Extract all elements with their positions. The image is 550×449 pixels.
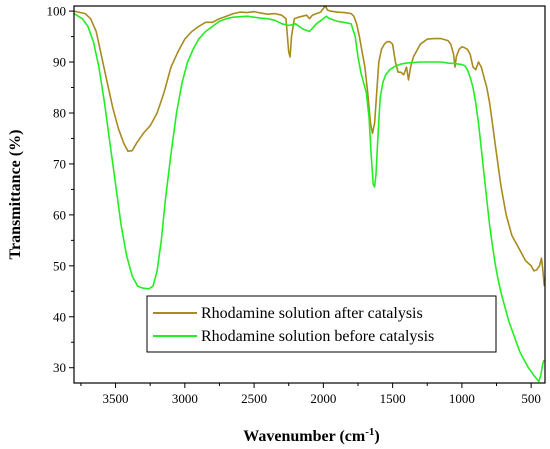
legend-label-after-catalysis: Rhodamine solution after catalysis [201, 305, 423, 322]
y-axis: 30 40 50 60 70 80 90 100 [47, 4, 74, 375]
x-tick-label: 1500 [380, 391, 406, 406]
x-tick-label: 1000 [449, 391, 475, 406]
y-tick-label: 100 [47, 4, 67, 19]
y-tick-label: 80 [53, 105, 66, 120]
y-tick-label: 90 [53, 55, 66, 70]
x-tick-label: 2500 [241, 391, 267, 406]
x-tick-label: 2000 [310, 391, 336, 406]
legend-label-before-catalysis: Rhodamine solution before catalysis [201, 328, 434, 345]
x-axis-title: Wavenumber (cm-1) [243, 426, 379, 445]
x-tick-label: 3000 [172, 391, 198, 406]
legend-box [146, 295, 497, 353]
x-axis: 3500 3000 2500 2000 1500 1000 500 [80, 383, 541, 406]
series-layer [73, 5, 546, 383]
series-line-0 [73, 5, 546, 287]
x-tick-label: 3500 [103, 391, 129, 406]
legend: Rhodamine solution after catalysis Rhoda… [146, 295, 497, 353]
x-tick-label: 500 [521, 391, 541, 406]
y-tick-label: 40 [53, 309, 66, 324]
y-tick-label: 70 [53, 156, 66, 171]
y-tick-label: 30 [53, 360, 66, 375]
y-axis-title: Transmittance (%) [7, 130, 24, 260]
plot-frame [73, 5, 546, 384]
series-line-1 [73, 12, 545, 383]
y-tick-label: 50 [53, 258, 66, 273]
y-tick-label: 60 [53, 207, 66, 222]
